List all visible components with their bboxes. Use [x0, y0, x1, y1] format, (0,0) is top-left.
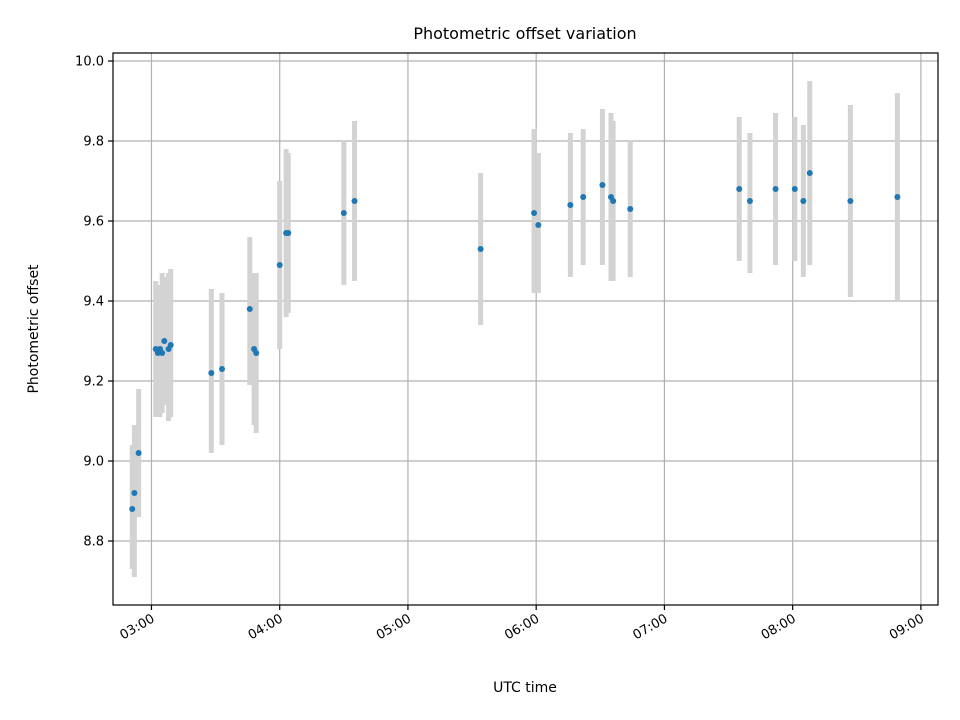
- data-point: [800, 198, 807, 204]
- data-point: [285, 230, 292, 236]
- x-axis-label: UTC time: [493, 680, 557, 696]
- y-tick-label: 9.8: [83, 135, 104, 150]
- data-point: [599, 182, 606, 188]
- data-point: [131, 490, 138, 496]
- data-point: [129, 506, 136, 512]
- data-point: [627, 206, 634, 212]
- y-tick-label: 9.2: [83, 375, 104, 390]
- data-point: [351, 198, 358, 204]
- data-point: [772, 186, 779, 192]
- data-point: [161, 338, 168, 344]
- data-point: [531, 210, 538, 216]
- data-point: [847, 198, 854, 204]
- y-tick-label: 8.8: [83, 535, 104, 550]
- y-tick-label: 9.4: [83, 295, 104, 310]
- data-point: [567, 202, 574, 208]
- data-point: [167, 342, 174, 348]
- y-tick-label: 10.0: [75, 55, 104, 70]
- data-point: [791, 186, 798, 192]
- data-point: [253, 350, 260, 356]
- data-point: [580, 194, 587, 200]
- data-points: [129, 170, 901, 512]
- data-point: [276, 262, 283, 268]
- data-point: [477, 246, 484, 252]
- data-point: [219, 366, 226, 372]
- chart-title: Photometric offset variation: [413, 24, 636, 43]
- y-axis-ticks: 8.8 9.0 9.2 9.4 9.6 9.8 10.0: [75, 55, 113, 550]
- data-point: [208, 370, 215, 376]
- data-point: [535, 222, 542, 228]
- data-point: [159, 350, 166, 356]
- y-tick-label: 9.0: [83, 455, 104, 470]
- data-point: [806, 170, 813, 176]
- data-point: [736, 186, 743, 192]
- data-point: [894, 194, 901, 200]
- y-tick-label: 9.6: [83, 215, 104, 230]
- data-point: [135, 450, 142, 456]
- data-point: [246, 306, 253, 312]
- data-point: [746, 198, 753, 204]
- data-point: [340, 210, 347, 216]
- data-point: [610, 198, 617, 204]
- plot-frame: [112, 52, 939, 606]
- y-axis-label: Photometric offset: [26, 264, 42, 394]
